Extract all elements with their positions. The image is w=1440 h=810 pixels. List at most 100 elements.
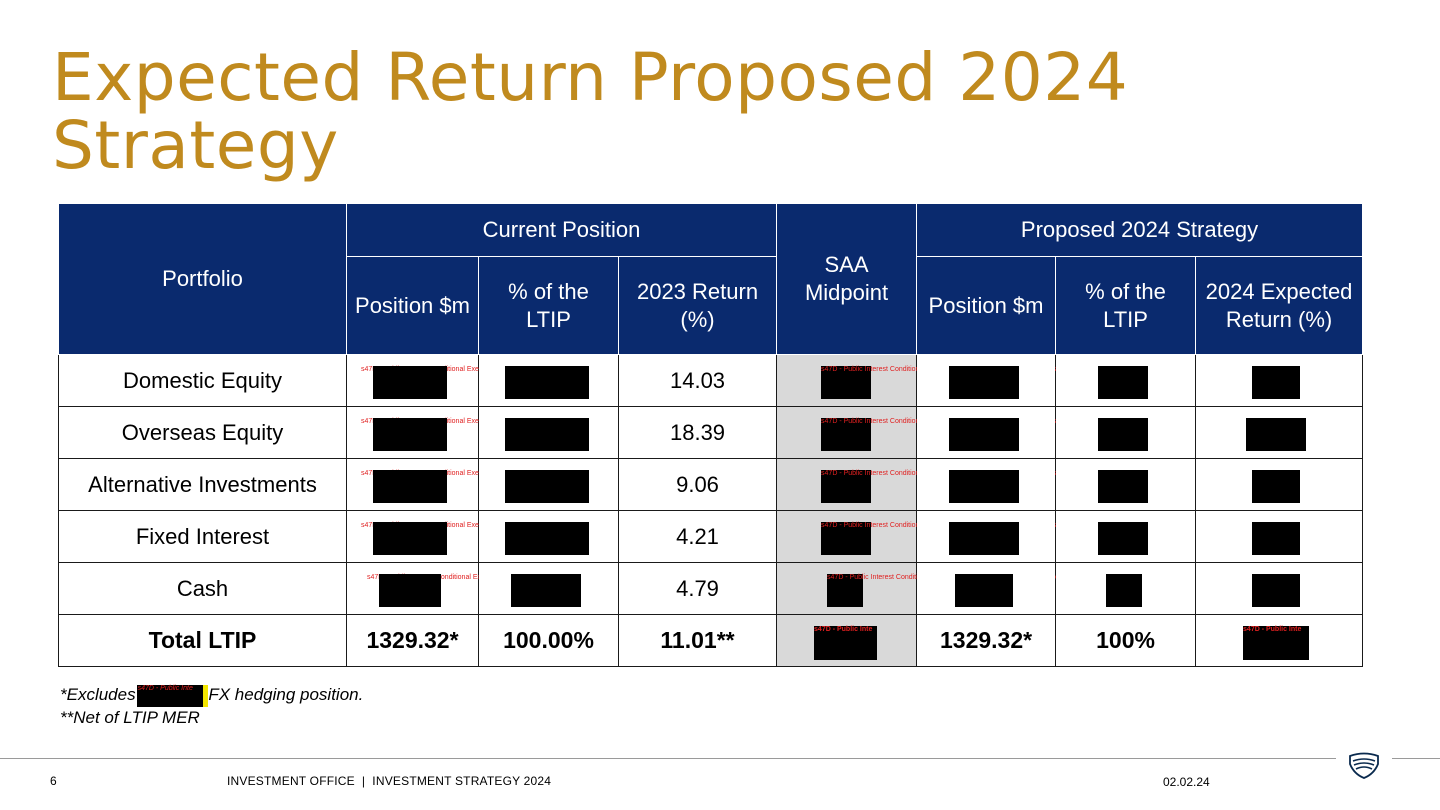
redacted-cell [1195, 354, 1364, 407]
redacted-cell [916, 458, 1057, 511]
header-position-m-2: Position $m [916, 256, 1057, 355]
header-position-m: Position $m [346, 256, 479, 355]
total-expected-return-cell: s47D - Public Inte [1195, 614, 1364, 667]
redaction-box: s47D - Public Inte [136, 684, 208, 707]
redaction-box [821, 366, 872, 399]
footnote-1-suffix: FX hedging position. [208, 685, 364, 704]
header-proposed-strategy: Proposed 2024 Strategy [916, 203, 1364, 257]
redaction-note: s47D - Public Interest Conditional Exemp… [361, 418, 552, 425]
redaction-box [505, 470, 589, 503]
table-row-total: Total LTIP 1329.32* 100.00% 11.01** s47D… [58, 614, 1364, 667]
redaction-note: s47D - Public Interest Conditional Exemp… [361, 470, 552, 477]
portfolio-cell: Fixed Interest [58, 510, 347, 563]
redacted-cell [1195, 510, 1364, 563]
table-row: Alternative Investments s47D - Public In… [58, 458, 1364, 511]
redacted-cell: s47D - Public Interest Conditional Exemp… [346, 354, 552, 407]
redaction-box [1106, 574, 1143, 607]
table-row: Overseas Equity s47D - Public Interest C… [58, 406, 1364, 459]
redaction-box [1098, 366, 1149, 399]
header-pct-ltip-2-label: % of the LTIP [1085, 278, 1166, 332]
redaction-box [949, 418, 1020, 451]
total-return-cell: 11.01** [617, 614, 778, 667]
return-2023-cell: 18.39 [617, 406, 778, 459]
redacted-cell: s47D - Public Interest Conditional Exemp… [346, 458, 552, 511]
header-expected-return-2024-label: 2024 Expected Return (%) [1205, 278, 1353, 332]
footnote-1: *Excludes s47D - Public Inte FX hedging p… [60, 684, 363, 707]
header-pct-ltip-label: % of the LTIP [508, 278, 589, 332]
expected-return-table: Portfolio Current Position SAA Midpoint … [58, 203, 1364, 667]
portfolio-cell: Cash [58, 562, 347, 615]
redaction-box [511, 574, 581, 607]
redacted-cell [1055, 562, 1197, 615]
redacted-cell [1055, 458, 1197, 511]
redaction-box [1252, 470, 1301, 503]
redacted-cell [1055, 406, 1197, 459]
redaction-box [821, 470, 872, 503]
redacted-cell [478, 510, 619, 563]
portfolio-cell: Overseas Equity [58, 406, 347, 459]
redacted-cell [1055, 354, 1197, 407]
redaction-box [1098, 418, 1149, 451]
redacted-cell [1195, 562, 1364, 615]
total-pct-2-cell: 100% [1055, 614, 1197, 667]
redaction-box [949, 522, 1020, 555]
redacted-cell [916, 354, 1057, 407]
footnotes: *Excludes s47D - Public Inte FX hedging p… [60, 684, 363, 729]
redaction-box [1252, 522, 1301, 555]
redacted-cell [1055, 510, 1197, 563]
redacted-cell [916, 406, 1057, 459]
redaction-box [1246, 418, 1307, 451]
redacted-cell [1195, 458, 1364, 511]
redacted-cell: s47D - Public Interest Conditional Exemp… [346, 406, 552, 459]
redaction-note: s47D - Public Interest Conditional Exemp… [361, 522, 552, 529]
header-current-position: Current Position [345, 203, 778, 257]
footer-date: 02.02.24 [1163, 775, 1210, 789]
total-saa-cell: s47D - Public Inte [776, 614, 918, 667]
redacted-cell: s47D - Public Interest Conditional Exemp… [346, 562, 544, 615]
redacted-cell [478, 458, 619, 511]
header-pct-ltip: % of the LTIP [478, 256, 619, 355]
page-title: Expected Return Proposed 2024 Strategy [52, 39, 1129, 184]
return-2023-cell: 4.21 [617, 510, 778, 563]
saa-midpoint-cell: s47D - Public Interest Conditional Exemp… [776, 406, 1132, 459]
redaction-box [821, 418, 872, 451]
footnote-1-prefix: *Excludes [60, 685, 136, 704]
redaction-box [1243, 626, 1310, 660]
redaction-box [1098, 522, 1149, 555]
header-pct-ltip-2: % of the LTIP [1055, 256, 1197, 355]
return-2023-cell: 4.79 [617, 562, 778, 615]
highlight-mark [202, 684, 208, 707]
redaction-box [505, 418, 589, 451]
redacted-cell [1195, 406, 1364, 459]
table-row: Domestic Equity s47D - Public Interest C… [58, 354, 1364, 407]
portfolio-cell: Domestic Equity [58, 354, 347, 407]
footer-office: INVESTMENT OFFICE | INVESTMENT STRATEGY … [227, 774, 552, 788]
redaction-box [949, 366, 1020, 399]
redaction-box [955, 574, 1014, 607]
redaction-box [814, 626, 878, 660]
redaction-note: s47D - Public Inte [1243, 626, 1302, 633]
redaction-box [1098, 470, 1149, 503]
redacted-cell [478, 354, 619, 407]
redaction-box [827, 574, 864, 607]
header-saa-midpoint-label: SAA Midpoint [804, 252, 889, 305]
redaction-box [373, 418, 447, 451]
redaction-note: s47D - Public Interest Conditional Exemp… [361, 366, 552, 373]
header-return-2023: 2023 Return (%) [617, 256, 778, 355]
redacted-cell [916, 510, 1057, 563]
saa-midpoint-cell: s47D - Public Interest Conditional Exemp… [776, 562, 1138, 615]
table-row: Fixed Interest s47D - Public Interest Co… [58, 510, 1364, 563]
redaction-box [505, 366, 589, 399]
redaction-box [1252, 366, 1301, 399]
redaction-box [379, 574, 441, 607]
footnote-2: **Net of LTIP MER [60, 707, 200, 727]
table-row: Cash s47D - Public Interest Conditional … [58, 562, 1364, 615]
saa-midpoint-cell: s47D - Public Interest Conditional Exemp… [776, 458, 1132, 511]
redaction-note: s47D - Public Inte [137, 684, 193, 692]
return-2023-cell: 9.06 [617, 458, 778, 511]
total-portfolio-cell: Total LTIP [58, 614, 347, 667]
header-portfolio: Portfolio [58, 203, 347, 355]
redaction-box [821, 522, 872, 555]
footer-divider [0, 758, 1336, 759]
redacted-cell [478, 406, 619, 459]
